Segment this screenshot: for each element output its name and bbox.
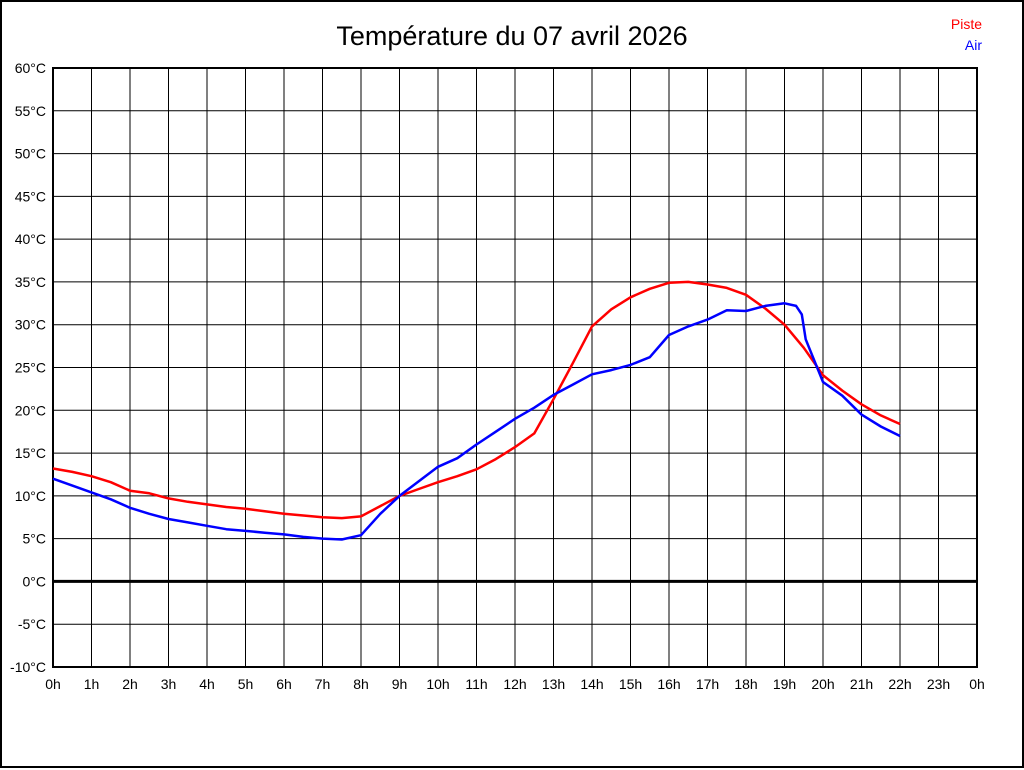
x-axis-tick-label: 9h (392, 676, 408, 692)
x-axis-tick-label: 11h (465, 676, 487, 692)
series-air-line (52, 302, 901, 541)
y-axis-tick-label: 15°C (15, 445, 46, 461)
series-piste-line (52, 280, 901, 520)
x-axis-tick-label: 2h (122, 676, 138, 692)
y-axis-tick-label: 30°C (15, 317, 46, 333)
y-axis-tick-label: 0°C (23, 573, 47, 589)
chart-legend: Piste Air (951, 14, 982, 56)
legend-piste-label: Piste (950, 16, 982, 32)
y-axis-tick-label: 60°C (15, 60, 46, 76)
x-axis-tick-label: 7h (315, 676, 331, 692)
x-axis-tick-label: 22h (888, 676, 911, 692)
y-axis-tick-label: 45°C (15, 188, 46, 204)
y-axis-tick-label: 25°C (15, 360, 46, 376)
x-axis-tick-label: 0h (45, 676, 61, 692)
x-axis-tick-label: 18h (734, 676, 757, 692)
x-axis-tick-label: 16h (657, 676, 680, 692)
x-axis-tick-label: 10h (426, 676, 449, 692)
y-axis-tick-label: -5°C (18, 616, 46, 632)
x-axis-tick-label: 19h (773, 676, 796, 692)
y-axis-tick-label: 40°C (15, 231, 46, 247)
x-axis-tick-label: 15h (619, 676, 642, 692)
y-axis-tick-label: 55°C (15, 103, 46, 119)
x-axis-tick-label: 12h (503, 676, 526, 692)
x-axis-tick-label: 4h (199, 676, 215, 692)
x-axis-tick-label: 5h (238, 676, 254, 692)
x-axis-tick-label: 17h (696, 676, 719, 692)
x-axis-tick-label: 3h (161, 676, 177, 692)
x-axis-tick-label: 21h (850, 676, 873, 692)
x-axis-tick-label: 13h (542, 676, 565, 692)
y-axis-tick-label: -10°C (10, 659, 46, 675)
x-axis-tick-label: 20h (811, 676, 834, 692)
y-axis-tick-label: 50°C (15, 146, 46, 162)
x-axis-tick-label: 0h (969, 676, 985, 692)
plot-frame (52, 67, 978, 668)
y-axis-tick-label: 5°C (23, 531, 47, 547)
legend-air-label: Air (964, 37, 982, 53)
x-axis-tick-label: 1h (84, 676, 100, 692)
y-axis-tick-label: 20°C (15, 402, 46, 418)
y-axis-tick-label: 10°C (15, 488, 46, 504)
x-axis-tick-label: 23h (927, 676, 950, 692)
chart-title: Température du 07 avril 2026 (336, 21, 688, 51)
x-axis-tick-label: 14h (580, 676, 603, 692)
y-axis-tick-label: 35°C (15, 274, 46, 290)
x-axis-tick-label: 6h (276, 676, 292, 692)
x-axis-tick-label: 8h (353, 676, 369, 692)
